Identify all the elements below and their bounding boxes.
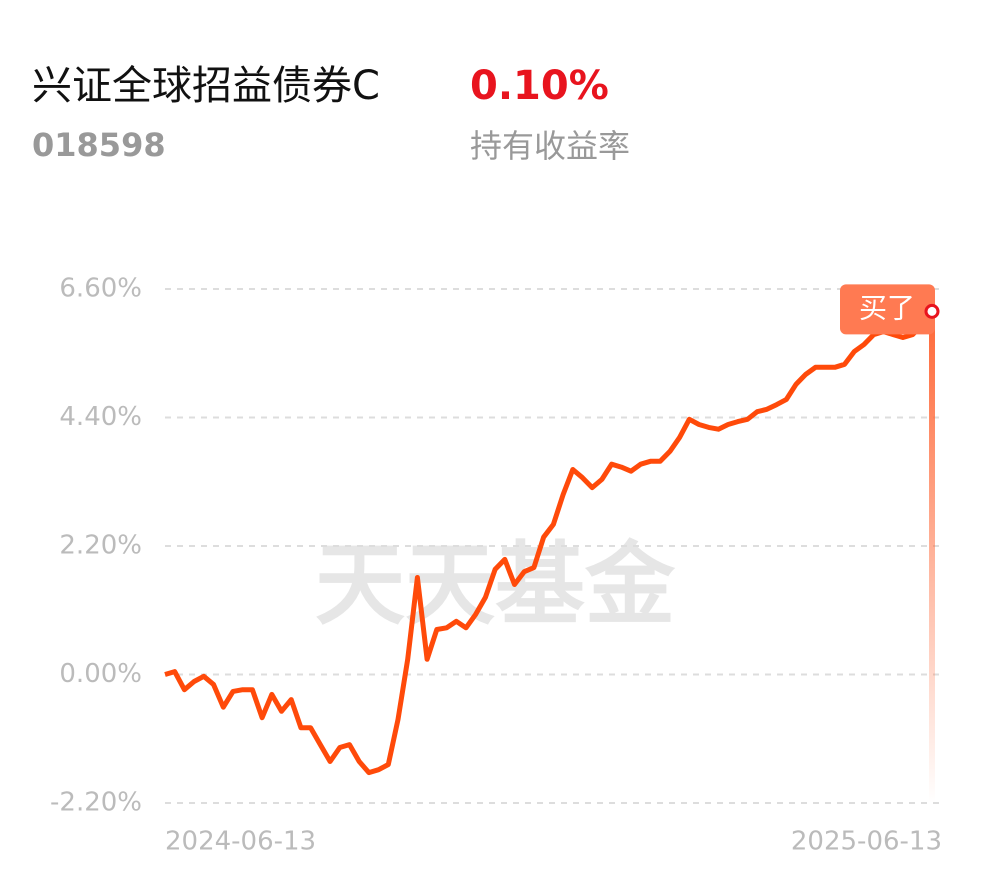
- return-value: 0.10%: [470, 63, 609, 109]
- watermark: 天天基金: [315, 532, 676, 638]
- y-tick-label: 2.20%: [59, 531, 142, 561]
- fund-code: 018598: [32, 126, 166, 164]
- y-tick-label: 4.40%: [59, 402, 142, 432]
- return-label: 持有收益率: [470, 127, 630, 165]
- marker-drop: [929, 319, 935, 803]
- y-tick-label: -2.20%: [50, 788, 142, 818]
- fund-title: 兴证全球招益债券C: [32, 63, 380, 109]
- line: [164, 317, 934, 776]
- marker-badge: [840, 284, 935, 335]
- marker-dot: [924, 303, 940, 319]
- x-tick-label: 2025-06-13: [791, 827, 942, 857]
- marker-label: 买了: [859, 291, 915, 324]
- x-tick-label: 2024-06-13: [165, 827, 316, 857]
- y-tick-label: 6.60%: [59, 274, 142, 304]
- y-tick-label: 0.00%: [59, 659, 142, 689]
